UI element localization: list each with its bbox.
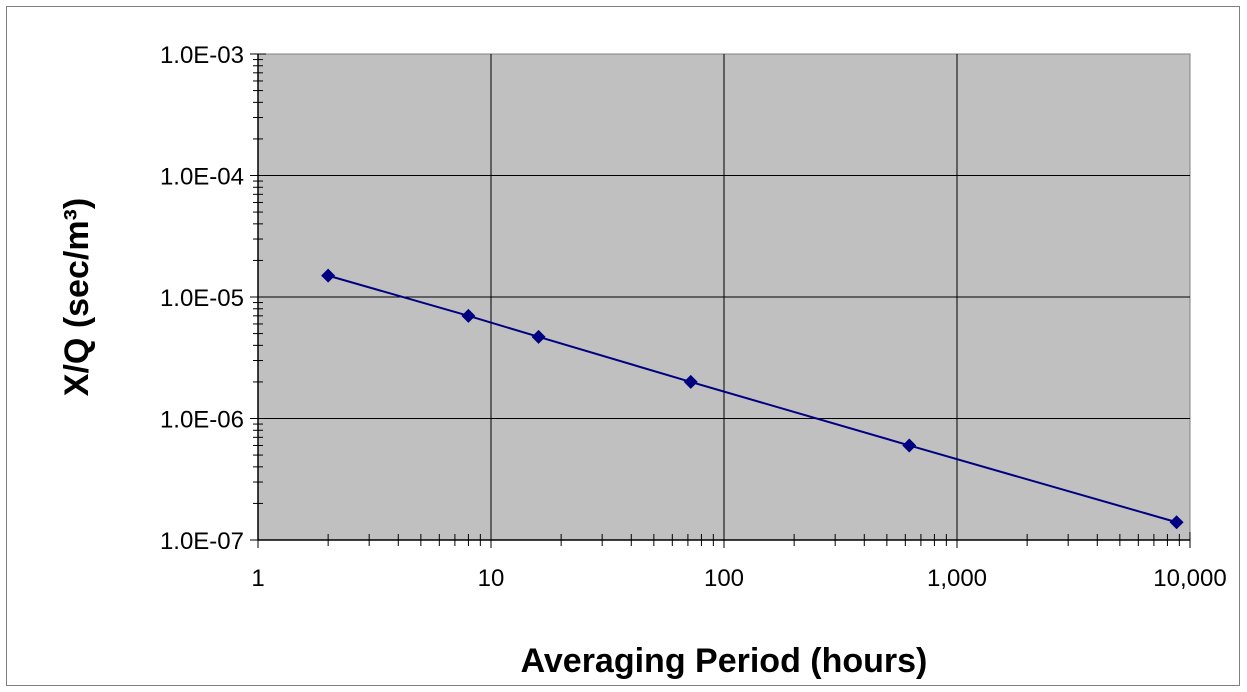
y-tick-label: 1.0E-03 (160, 42, 244, 69)
y-axis-ticks: 1.0E-07 1.0E-06 1.0E-05 1.0E-04 1.0E-03 (160, 42, 266, 555)
data-point (461, 308, 476, 323)
y-tick-label: 1.0E-04 (160, 164, 244, 191)
data-point (321, 268, 336, 283)
gridlines (258, 54, 1190, 540)
y-tick-label: 1.0E-05 (160, 285, 244, 312)
data-point (902, 438, 917, 453)
x-axis-ticks: 1 10 100 1,000 10,000 (251, 532, 1227, 592)
y-tick-label: 1.0E-06 (160, 407, 244, 434)
x-tick-label: 1,000 (927, 565, 987, 592)
y-axis-title: X/Q (sec/m³) (58, 198, 96, 396)
series-group (321, 268, 1184, 530)
x-tick-label: 10 (478, 565, 505, 592)
x-tick-label: 1 (251, 565, 264, 592)
x-axis-title: Averaging Period (hours) (521, 642, 928, 680)
data-point (531, 329, 546, 344)
data-point (1169, 515, 1184, 530)
x-tick-label: 100 (704, 565, 744, 592)
data-point (683, 374, 698, 389)
series-line (327, 274, 1177, 524)
y-tick-label: 1.0E-07 (160, 528, 244, 555)
x-tick-label: 10,000 (1153, 565, 1226, 592)
